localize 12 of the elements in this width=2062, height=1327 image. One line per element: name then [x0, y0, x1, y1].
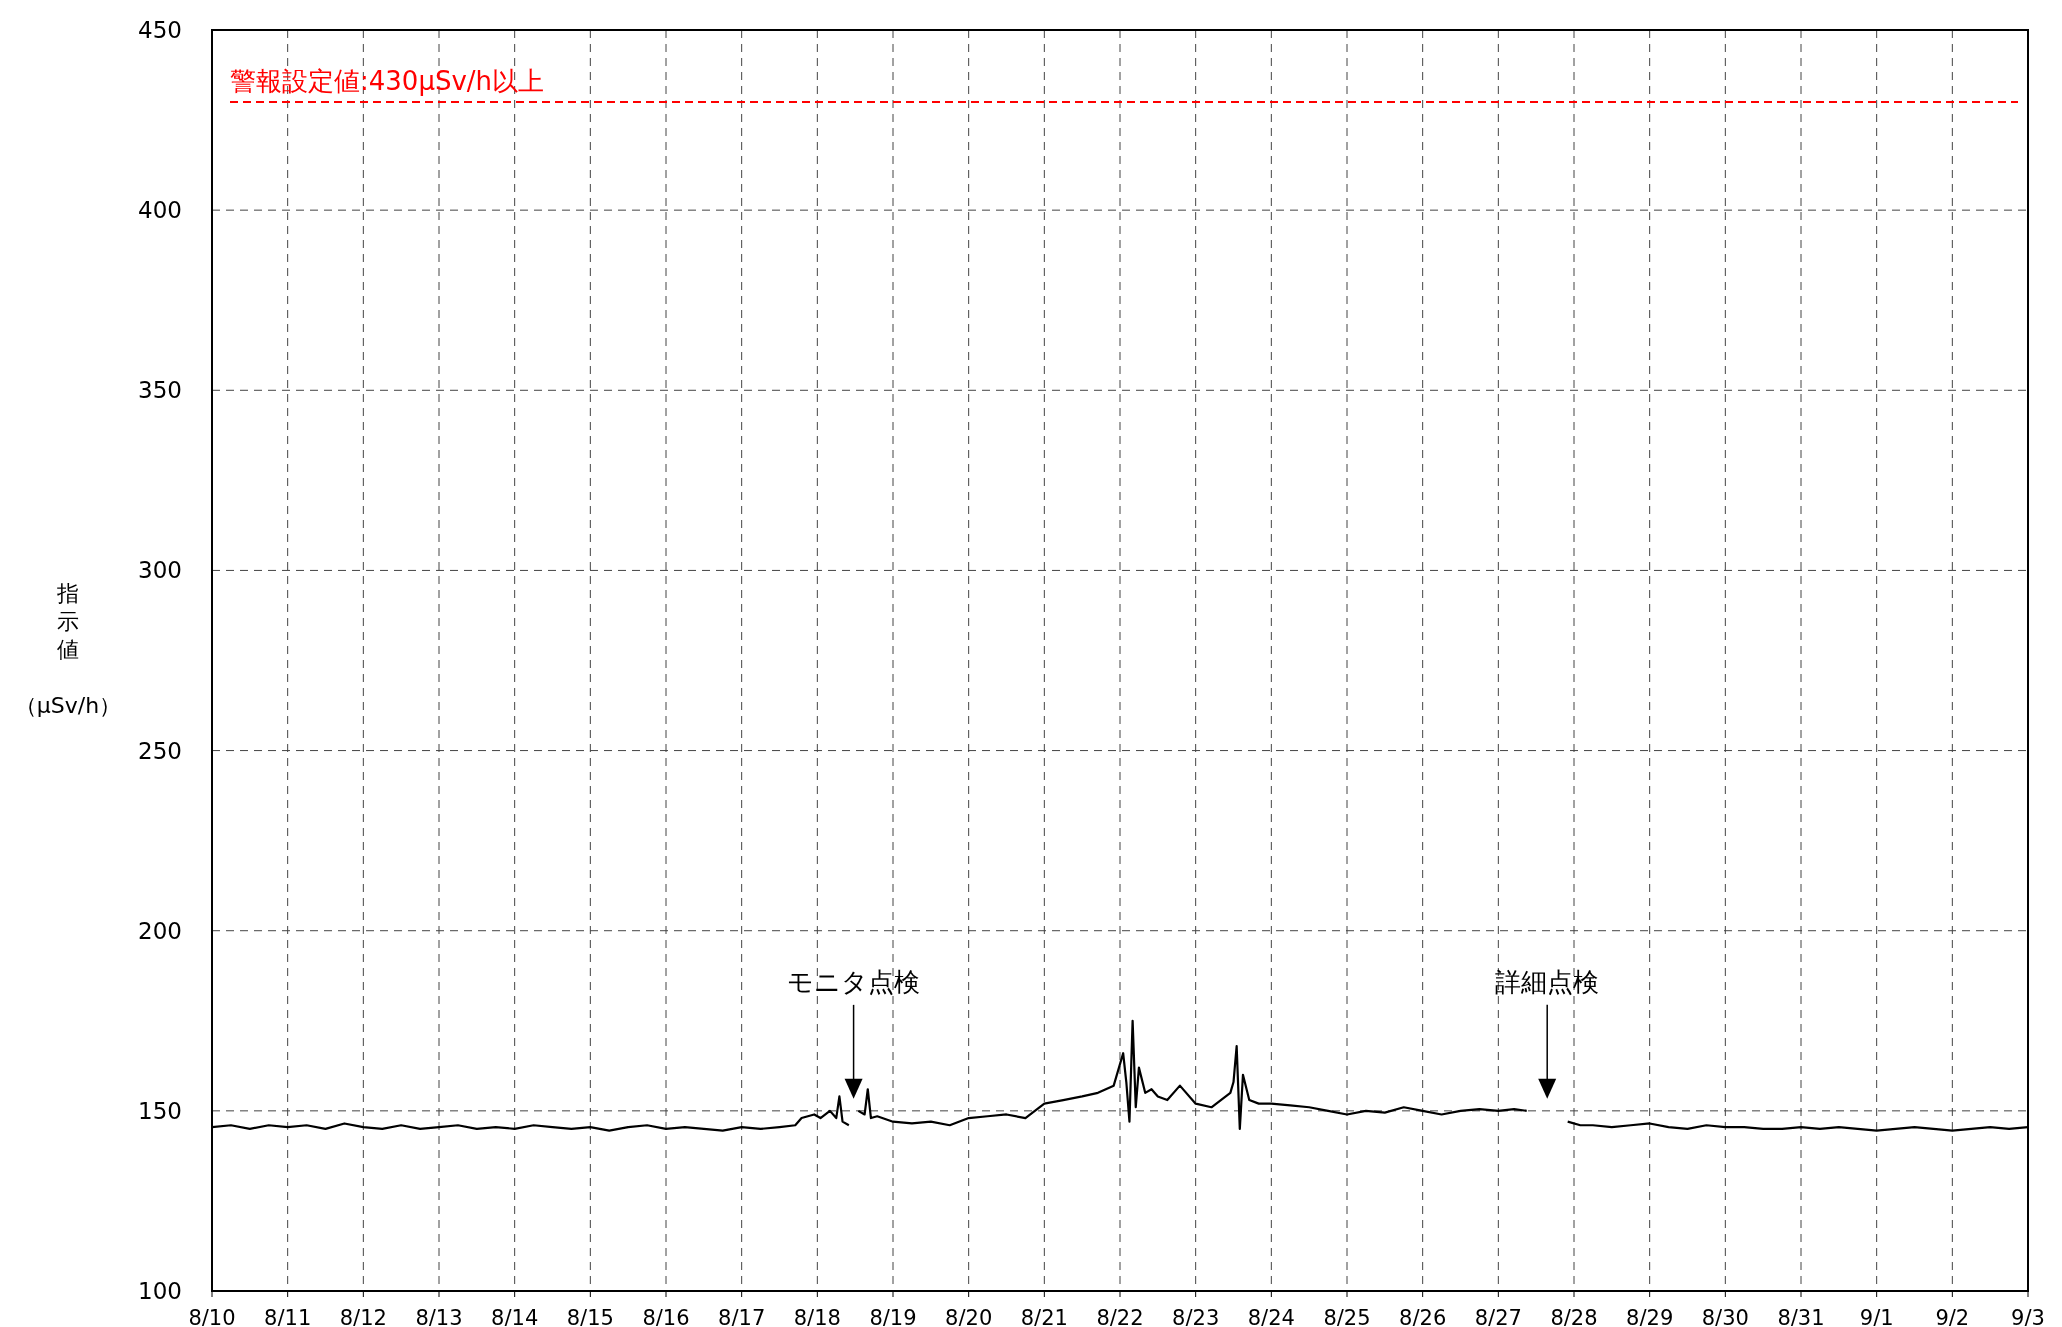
y-tick-label: 250: [138, 737, 182, 764]
y-tick-label: 200: [138, 917, 182, 944]
y-tick-label: 400: [138, 197, 182, 224]
y-tick-label: 350: [138, 377, 182, 404]
y-tick-label: 450: [138, 17, 182, 43]
ref-line-label: 警報設定値:430μSv/h以上: [230, 66, 545, 97]
y-tick-label: 150: [138, 1097, 182, 1124]
annotation: 詳細点検: [1495, 966, 1600, 997]
text: 指示値（μSv/h）: [14, 580, 122, 718]
y-tick-label: 100: [138, 1278, 182, 1304]
y-tick-label: 300: [138, 557, 182, 584]
annotation: モニタ点検: [787, 966, 921, 997]
